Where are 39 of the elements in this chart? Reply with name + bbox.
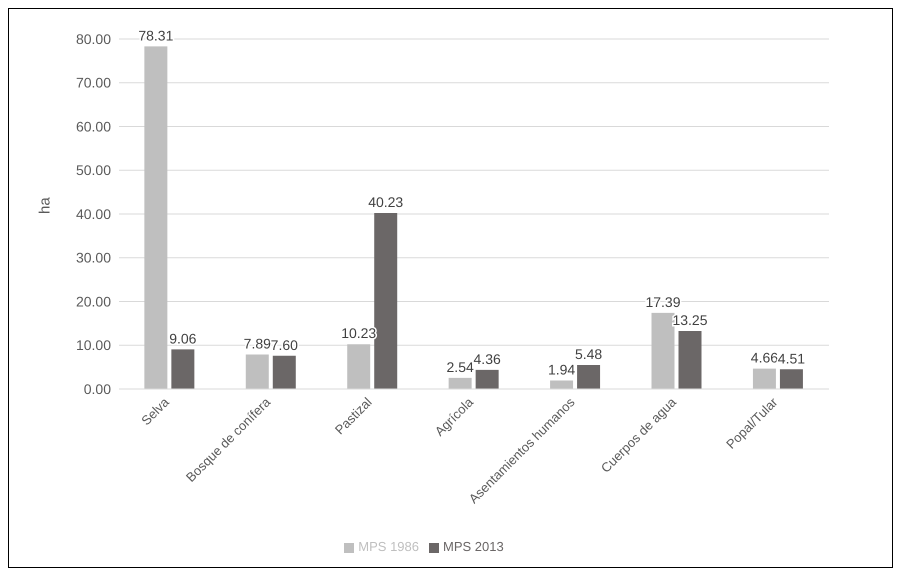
data-label: 13.25 xyxy=(672,312,708,328)
y-tick-label: 50.00 xyxy=(76,162,112,178)
bar xyxy=(448,378,472,389)
y-tick-label: 40.00 xyxy=(76,206,112,222)
bar xyxy=(272,356,296,389)
data-label: 5.48 xyxy=(574,346,602,362)
bar xyxy=(577,365,600,389)
bar xyxy=(550,380,574,389)
data-label: 40.23 xyxy=(368,194,404,210)
data-label: 78.31 xyxy=(138,27,174,44)
bar xyxy=(246,354,269,389)
y-tick-label: 80.00 xyxy=(76,30,112,47)
legend-label: MPS 1986 xyxy=(358,539,419,554)
bar xyxy=(347,344,370,389)
bar xyxy=(678,331,702,389)
bar xyxy=(476,370,499,389)
data-label: 4.51 xyxy=(778,350,806,366)
bar xyxy=(144,46,168,389)
data-label: 2.54 xyxy=(446,358,474,375)
bar xyxy=(171,349,194,389)
data-label: 4.66 xyxy=(750,350,778,366)
y-tick-label: 30.00 xyxy=(76,250,112,266)
y-tick-label: 20.00 xyxy=(76,293,112,310)
legend-label: MPS 2013 xyxy=(443,539,504,554)
bar xyxy=(374,212,398,389)
data-label: 17.39 xyxy=(645,294,681,310)
y-tick-label: 70.00 xyxy=(76,74,112,91)
data-label: 7.89 xyxy=(244,335,272,352)
data-label: 9.06 xyxy=(169,330,197,346)
y-tick-label: 10.00 xyxy=(76,337,112,354)
bar xyxy=(752,368,776,389)
data-label: 1.94 xyxy=(548,362,576,378)
y-tick-label: 60.00 xyxy=(76,118,112,134)
y-tick-label: 0.00 xyxy=(84,380,112,397)
bar xyxy=(780,369,803,389)
data-label: 7.60 xyxy=(270,336,298,353)
bar xyxy=(652,312,674,389)
y-axis-title: ha xyxy=(36,196,54,214)
data-label: 4.36 xyxy=(474,350,501,367)
